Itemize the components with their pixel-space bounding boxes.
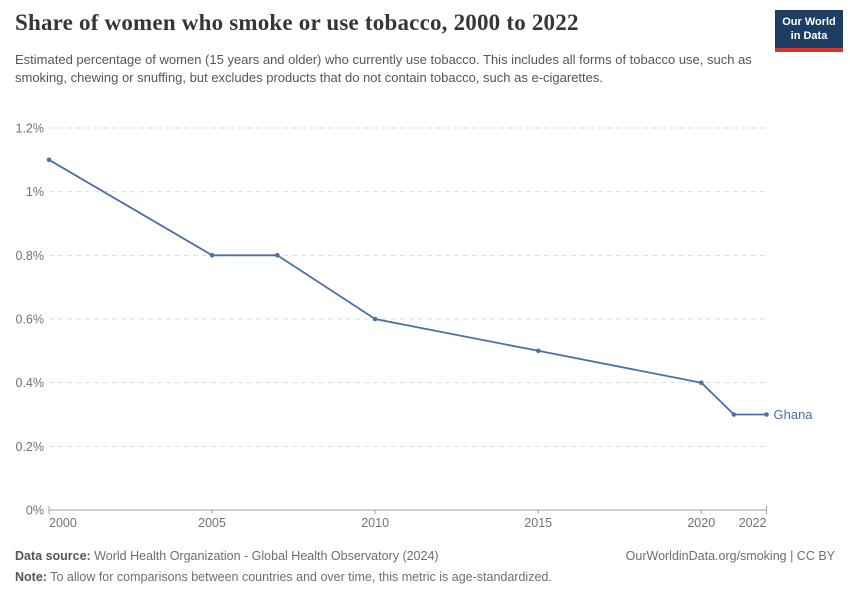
x-axis-tick-label: 2022	[739, 516, 767, 530]
note-line: Note: To allow for comparisons between c…	[15, 569, 835, 585]
data-point-2021[interactable]	[731, 412, 737, 417]
series-line-ghana[interactable]	[48, 158, 768, 416]
chart-footer: Data source: World Health Organization -…	[15, 548, 835, 585]
owid-logo[interactable]: Our World in Data	[775, 10, 843, 52]
series-label-ghana[interactable]: Ghana	[774, 407, 814, 422]
data-source-label: Data source:	[15, 549, 91, 563]
line-chart-svg[interactable]: 0% 0.2% 0.4% 0.6% 0.8% 1% 1.2% 2000 2005 2010 2015…	[0, 112, 850, 535]
data-point-2010[interactable]	[372, 316, 378, 322]
owid-url-link[interactable]: OurWorldinData.org/smoking | CC BY	[625, 549, 835, 563]
data-source-line: Data source: World Health Organization -…	[15, 548, 439, 564]
y-axis-tick-label: 0.2%	[16, 440, 45, 454]
y-axis-tick-label: 1.2%	[16, 122, 45, 136]
data-point-2022[interactable]	[764, 412, 769, 417]
y-axis-tick-label: 0.8%	[16, 249, 45, 263]
x-axis-tick-label: 2000	[49, 516, 77, 530]
x-axis-tick-label: 2005	[198, 516, 226, 530]
note-label: Note:	[15, 570, 47, 584]
data-source-text: World Health Organization - Global Healt…	[90, 549, 439, 563]
data-point-2005[interactable]	[209, 253, 215, 258]
y-axis-tick-label: 1%	[26, 185, 44, 199]
y-axis-tick-label: 0%	[26, 504, 44, 518]
data-point-2020[interactable]	[699, 380, 704, 386]
owid-logo-line1: Our World	[782, 16, 836, 28]
page-title: Share of women who smoke or use tobacco,…	[15, 10, 579, 35]
owid-logo-stripe	[775, 48, 843, 52]
x-axis-tick-label: 2010	[361, 516, 389, 530]
line-chart[interactable]: 0% 0.2% 0.4% 0.6% 0.8% 1% 1.2% 2000 2005 2010 2015…	[0, 112, 850, 535]
data-point-2015[interactable]	[535, 348, 541, 354]
x-axis-tick-label: 2020	[687, 516, 715, 530]
note-text: To allow for comparisons between countri…	[46, 570, 552, 584]
chart-subtitle: Estimated percentage of women (15 years …	[15, 52, 752, 85]
data-point-2007[interactable]	[275, 253, 280, 258]
y-axis-tick-label: 0.4%	[16, 376, 45, 390]
owid-logo-line2: in Data	[790, 29, 828, 42]
y-axis-tick-label: 0.6%	[16, 313, 45, 327]
data-point-2000[interactable]	[46, 157, 52, 163]
x-axis-tick-label: 2015	[524, 516, 552, 530]
